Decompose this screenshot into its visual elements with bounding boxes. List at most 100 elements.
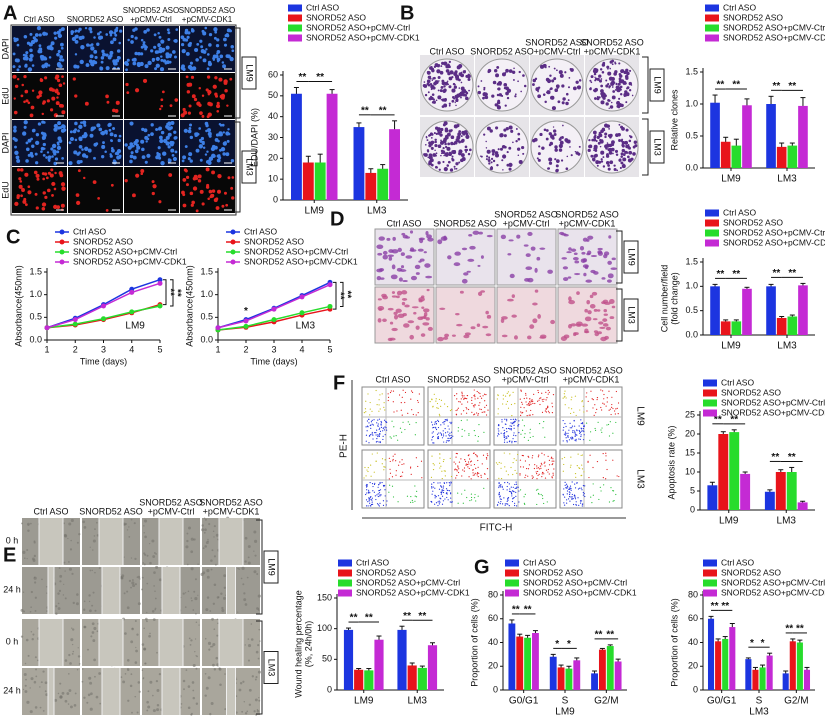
colony <box>442 123 446 127</box>
event <box>432 431 434 433</box>
event <box>438 500 440 502</box>
cell <box>140 45 144 49</box>
cell <box>49 108 54 112</box>
texture <box>134 695 137 698</box>
cell <box>159 138 164 144</box>
event <box>510 403 513 406</box>
cell <box>74 53 78 56</box>
cell <box>78 27 82 31</box>
event <box>518 432 520 434</box>
texture <box>220 592 223 595</box>
event <box>551 476 553 478</box>
event <box>461 435 463 437</box>
colony <box>453 149 457 153</box>
event <box>376 438 378 440</box>
event <box>461 475 463 477</box>
event <box>379 489 382 491</box>
cell <box>599 326 606 329</box>
texture <box>253 550 255 552</box>
x-tick-label: 3 <box>101 344 106 354</box>
event <box>485 414 488 416</box>
event <box>511 442 513 444</box>
cell <box>389 321 394 325</box>
colony <box>501 159 504 162</box>
cell <box>127 38 130 42</box>
event <box>564 390 566 392</box>
colony <box>442 160 445 164</box>
event <box>371 453 373 455</box>
colony <box>551 79 555 83</box>
cell <box>405 236 411 239</box>
event <box>512 490 514 492</box>
colony <box>602 156 605 158</box>
cell <box>69 136 74 141</box>
legend-label: SNORD52 ASO+pCMV-Ctrl <box>723 227 825 237</box>
event <box>527 439 529 441</box>
cell <box>68 141 72 145</box>
texture <box>32 633 35 636</box>
event <box>532 414 534 416</box>
cell <box>607 260 612 265</box>
event <box>443 489 445 492</box>
event <box>596 398 598 401</box>
bar <box>354 669 364 690</box>
event <box>443 458 445 461</box>
event <box>368 491 370 493</box>
cell <box>423 251 427 254</box>
bar <box>796 642 803 690</box>
cell <box>45 176 49 180</box>
significance: ** <box>788 81 796 92</box>
cell <box>27 101 31 105</box>
cell <box>213 198 218 203</box>
texture <box>68 522 72 526</box>
cell <box>417 248 424 252</box>
event <box>503 432 506 434</box>
cell <box>35 161 39 165</box>
event <box>458 401 460 403</box>
colony <box>426 79 431 84</box>
event <box>592 407 594 409</box>
event <box>385 504 387 506</box>
cell <box>41 172 45 176</box>
event <box>611 406 613 409</box>
event <box>526 415 528 417</box>
event <box>466 463 469 466</box>
event <box>436 433 439 435</box>
cell <box>173 38 178 43</box>
texture <box>256 573 259 576</box>
legend-swatch <box>338 569 352 577</box>
event <box>501 421 503 423</box>
event <box>608 390 610 392</box>
cell <box>23 100 26 104</box>
cell <box>420 333 426 337</box>
legend-marker <box>230 249 236 255</box>
colony <box>618 62 621 65</box>
texture <box>45 693 49 697</box>
texture <box>258 628 261 631</box>
colony <box>449 168 454 172</box>
event <box>447 489 449 492</box>
cell <box>391 327 398 332</box>
event <box>615 493 617 496</box>
texture <box>68 653 71 657</box>
texture <box>120 676 123 679</box>
column-header: +pCMV-Ctrl <box>130 15 172 24</box>
legend-swatch <box>703 559 717 567</box>
cell <box>19 180 23 183</box>
texture <box>184 592 187 594</box>
legend-swatch <box>338 559 352 567</box>
cell <box>150 132 154 137</box>
event <box>574 430 576 432</box>
event <box>544 461 546 463</box>
cell <box>56 92 60 96</box>
cell <box>476 323 481 327</box>
column-header: Ctrl ASO <box>429 46 464 56</box>
colony <box>466 74 471 79</box>
texture <box>247 644 252 648</box>
event <box>473 452 475 454</box>
event <box>562 397 564 399</box>
event <box>393 435 395 437</box>
event <box>482 454 485 456</box>
texture <box>76 593 79 596</box>
colony <box>597 141 601 145</box>
